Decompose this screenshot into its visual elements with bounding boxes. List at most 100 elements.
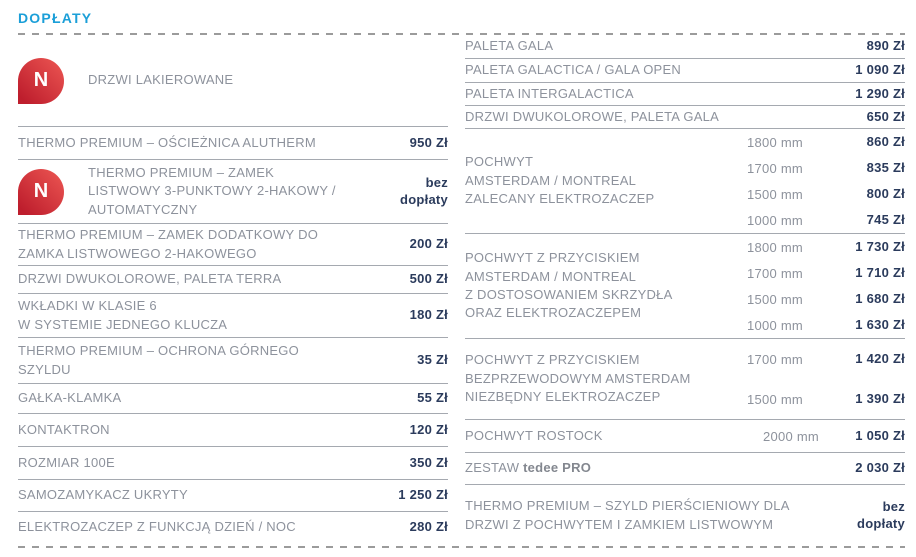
- item-price: 1 680 Zł: [855, 290, 905, 306]
- size-price-option: 1500 mm 1 390 Zł: [721, 379, 905, 419]
- table-row: GAŁKA-KLAMKA 55 Zł: [18, 384, 448, 414]
- item-label: POCHWYT AMSTERDAM / MONTREAL ZALECANY EL…: [465, 154, 655, 207]
- item-label: THERMO PREMIUM – ZAMEK DODATKOWY DO ZAMK…: [18, 227, 319, 261]
- item-label: GAŁKA-KLAMKA: [18, 390, 122, 406]
- price-list-columns: N DRZWI LAKIEROWANE THERMO PREMIUM – OŚC…: [18, 35, 905, 546]
- item-price: 1 050 Zł: [855, 427, 905, 443]
- price-list-left-column: N DRZWI LAKIEROWANE THERMO PREMIUM – OŚC…: [18, 35, 448, 546]
- item-price: 1 730 Zł: [855, 238, 905, 254]
- table-row-group: POCHWYT Z PRZYCISKIEM AMSTERDAM / MONTRE…: [465, 234, 905, 339]
- item-price: 890 Zł: [866, 38, 905, 54]
- size-label: 1700 mm: [747, 265, 803, 281]
- size-price-option: 1700 mm 835 Zł: [721, 155, 905, 181]
- table-row: THERMO PREMIUM – OCHRONA GÓRNEGO SZYLDU …: [18, 338, 448, 384]
- item-label: PALETA GALACTICA / GALA OPEN: [465, 62, 682, 78]
- size-price-option: 1800 mm 860 Zł: [721, 129, 905, 155]
- item-price: 1 630 Zł: [855, 316, 905, 332]
- table-row: N DRZWI LAKIEROWANE: [18, 35, 448, 127]
- item-label: THERMO PREMIUM – OŚCIEŻNICA ALUTHERM: [18, 134, 316, 150]
- table-row: ELEKTROZACZEP Z FUNKCJĄ DZIEŃ / NOC 280 …: [18, 512, 448, 542]
- size-price-option: 1500 mm 1 680 Zł: [721, 286, 905, 312]
- new-badge-icon: N: [18, 57, 64, 104]
- item-price: 1 090 Zł: [855, 62, 905, 78]
- item-label: PALETA GALA: [465, 38, 554, 54]
- item-price: 1 390 Zł: [855, 390, 905, 406]
- item-price: bez dopłaty: [400, 174, 448, 207]
- item-label: DRZWI LAKIEROWANE: [88, 72, 234, 88]
- size-label: 1800 mm: [747, 239, 803, 255]
- table-row: POCHWYT ROSTOCK 2000 mm 1 050 Zł: [465, 420, 905, 453]
- item-price: 835 Zł: [866, 159, 905, 175]
- table-row: PALETA INTERGALACTICA 1 290 Zł: [465, 83, 905, 106]
- size-label: 1000 mm: [747, 317, 803, 333]
- size-price-options: 1700 mm 1 420 Zł 1500 mm 1 390 Zł: [721, 339, 905, 419]
- item-label: THERMO PREMIUM – OCHRONA GÓRNEGO SZYLDU: [18, 343, 300, 377]
- size-label: 1500 mm: [747, 291, 803, 307]
- item-label: WKŁADKI W KLASIE 6 W SYSTEMIE JEDNEGO KL…: [18, 298, 228, 332]
- new-badge-icon: N: [18, 168, 64, 215]
- table-row: ROZMIAR 100E 350 Zł: [18, 447, 448, 480]
- item-price: 950 Zł: [409, 134, 448, 150]
- item-price: 280 Zł: [409, 518, 448, 534]
- item-price: 500 Zł: [409, 271, 448, 287]
- item-label: THERMO PREMIUM – ZAMEK LISTWOWY 3-PUNKTO…: [88, 164, 336, 217]
- item-price: 180 Zł: [409, 307, 448, 323]
- item-label: KONTAKTRON: [18, 421, 110, 437]
- item-price: 1 420 Zł: [855, 350, 905, 366]
- size-price-option: 1800 mm 1 730 Zł: [721, 234, 905, 260]
- table-row: PALETA GALACTICA / GALA OPEN 1 090 Zł: [465, 59, 905, 83]
- size-label: 1700 mm: [747, 351, 803, 367]
- item-price: 1 250 Zł: [398, 487, 448, 503]
- table-row: PALETA GALA 890 Zł: [465, 35, 905, 59]
- size-label: 1700 mm: [747, 160, 803, 176]
- item-label-suffix: PRO: [558, 460, 592, 476]
- bottom-dashed-divider: [18, 546, 905, 548]
- item-label: POCHWYT ROSTOCK: [465, 427, 603, 443]
- item-price: 800 Zł: [866, 185, 905, 201]
- table-row: ZESTAW tedee PRO 2 030 Zł: [465, 453, 905, 485]
- item-price: 200 Zł: [409, 236, 448, 252]
- size-price-option: 1700 mm 1 420 Zł: [721, 339, 905, 379]
- item-label: SAMOZAMYKACZ UKRYTY: [18, 487, 188, 503]
- item-label-prefix: ZESTAW: [465, 460, 524, 476]
- size-price-option: 1700 mm 1 710 Zł: [721, 260, 905, 286]
- item-label: DRZWI DWUKOLOROWE, PALETA TERRA: [18, 271, 282, 287]
- size-price-options: 1800 mm 1 730 Zł 1700 mm 1 710 Zł 1500 m…: [721, 234, 905, 338]
- item-label: DRZWI DWUKOLOROWE, PALETA GALA: [465, 108, 720, 124]
- size-label: 1000 mm: [747, 212, 803, 228]
- table-row-group: POCHWYT Z PRZYCISKIEM BEZPRZEWODOWYM AMS…: [465, 339, 905, 420]
- size-label: 1500 mm: [747, 186, 803, 202]
- item-label: PALETA INTERGALACTICA: [465, 85, 634, 101]
- table-row: KONTAKTRON 120 Zł: [18, 414, 448, 447]
- item-label: ELEKTROZACZEP Z FUNKCJĄ DZIEŃ / NOC: [18, 518, 296, 534]
- item-price: 1 290 Zł: [855, 85, 905, 101]
- item-price: 650 Zł: [866, 108, 905, 124]
- size-label: 1800 mm: [747, 134, 803, 150]
- item-label: THERMO PREMIUM – SZYLD PIERŚCIENIOWY DLA…: [465, 498, 790, 532]
- item-price: 2 030 Zł: [855, 460, 905, 476]
- brand-name: tedee: [523, 460, 559, 476]
- size-label: 2000 mm: [763, 428, 819, 444]
- table-row: THERMO PREMIUM – SZYLD PIERŚCIENIOWY DLA…: [465, 485, 905, 546]
- item-price: 745 Zł: [866, 211, 905, 227]
- page-title: DOPŁATY: [18, 10, 93, 26]
- table-row: DRZWI DWUKOLOROWE, PALETA TERRA 500 Zł: [18, 266, 448, 294]
- item-price: 120 Zł: [409, 421, 448, 437]
- item-price: 1 710 Zł: [855, 264, 905, 280]
- item-price: 35 Zł: [417, 352, 448, 368]
- item-label: POCHWYT Z PRZYCISKIEM BEZPRZEWODOWYM AMS…: [465, 352, 691, 405]
- item-label: ZESTAW tedee PRO: [465, 459, 591, 477]
- size-label: 1500 mm: [747, 391, 803, 407]
- item-price: bez dopłaty: [857, 498, 905, 531]
- table-row: THERMO PREMIUM – OŚCIEŻNICA ALUTHERM 950…: [18, 127, 448, 160]
- table-row-group: POCHWYT AMSTERDAM / MONTREAL ZALECANY EL…: [465, 129, 905, 234]
- item-label: POCHWYT Z PRZYCISKIEM AMSTERDAM / MONTRE…: [465, 250, 673, 321]
- item-price: 860 Zł: [866, 133, 905, 149]
- item-price: 350 Zł: [409, 454, 448, 470]
- price-list-right-column: PALETA GALA 890 Zł PALETA GALACTICA / GA…: [465, 35, 905, 546]
- item-label: ROZMIAR 100E: [18, 454, 115, 470]
- table-row: N THERMO PREMIUM – ZAMEK LISTWOWY 3-PUNK…: [18, 160, 448, 224]
- item-price: 55 Zł: [417, 390, 448, 406]
- size-price-options: 1800 mm 860 Zł 1700 mm 835 Zł 1500 mm 80…: [721, 129, 905, 233]
